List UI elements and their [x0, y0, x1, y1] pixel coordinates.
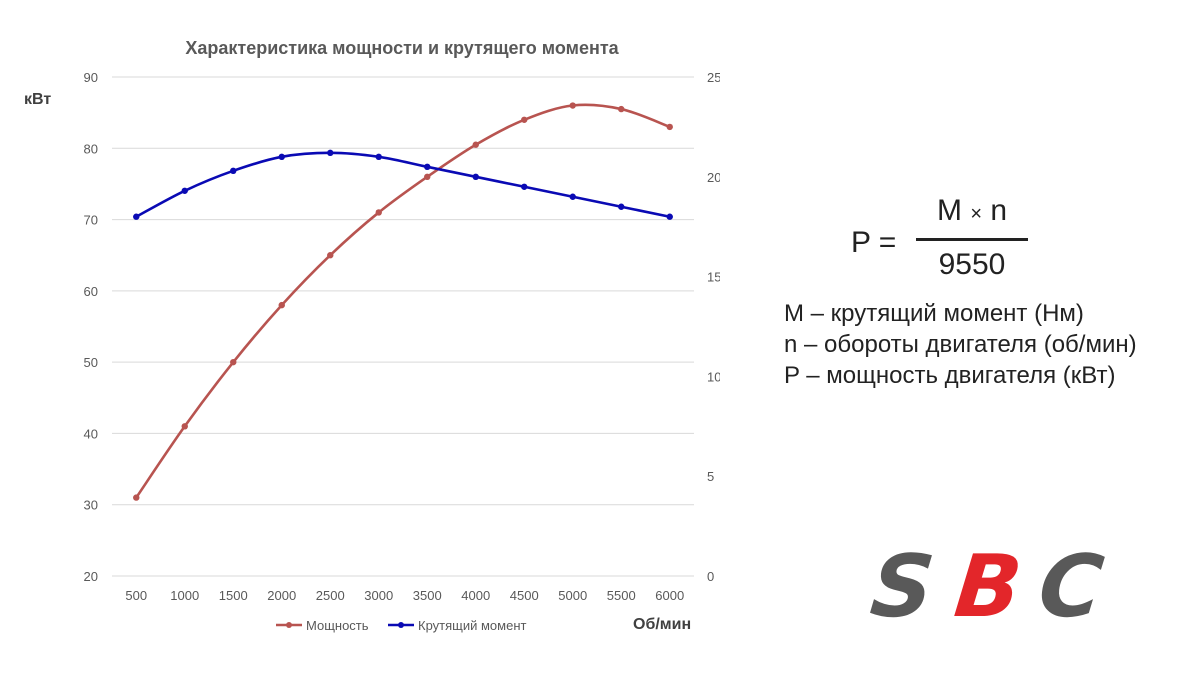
- torque-data-point: [375, 153, 382, 161]
- x-tick: 3500: [413, 588, 442, 603]
- y-left-tick: 90: [84, 70, 98, 85]
- y-left-tick: 60: [84, 284, 98, 299]
- y-right-tick: 0: [707, 569, 714, 584]
- x-tick: 500: [125, 588, 147, 603]
- torque-data-point: [472, 173, 479, 180]
- torque-data-point: [133, 213, 140, 220]
- power-data-point: [133, 494, 140, 501]
- logo-letter: B: [950, 544, 1026, 624]
- x-tick: 1000: [170, 588, 199, 603]
- y-left-tick: 50: [84, 355, 98, 370]
- x-tick: 1500: [219, 588, 248, 603]
- y-left-unit: кВт: [24, 91, 51, 108]
- x-tick: 5500: [607, 588, 636, 603]
- formula-multiply: ×: [970, 203, 982, 225]
- formula-n: n: [990, 194, 1008, 227]
- power-torque-chart: Характеристика мощности и крутящего моме…: [24, 38, 720, 633]
- power-data-point: [278, 301, 285, 309]
- power-data-point: [521, 116, 528, 123]
- y-right-tick: 10: [707, 369, 720, 384]
- formula-fraction-bar: [916, 238, 1028, 241]
- chart-legend: Мощность Крутящий момент: [276, 618, 526, 633]
- power-data-point: [618, 105, 625, 113]
- power-series-line: [135, 103, 671, 499]
- x-tick: 3000: [364, 588, 393, 603]
- torque-data-point: [618, 203, 625, 210]
- y-left-tick: 80: [84, 141, 98, 156]
- power-data-point: [181, 423, 188, 430]
- torque-data-point: [424, 163, 431, 171]
- power-data-point: [375, 209, 382, 216]
- power-data-point: [472, 141, 479, 148]
- power-data-point: [327, 252, 334, 259]
- definition-torque: M – крутящий момент (Нм): [784, 300, 1084, 327]
- y-left-tick: 30: [84, 498, 98, 513]
- legend-power-label: Мощность: [306, 618, 369, 633]
- definition-power: P – мощность двигателя (кВт): [784, 362, 1116, 389]
- legend-torque-marker: [398, 622, 404, 628]
- x-tick: 4500: [510, 588, 539, 603]
- torque-data-point: [230, 167, 237, 175]
- grid-lines: [112, 76, 694, 577]
- y-left-tick: 20: [84, 569, 98, 584]
- chart-title: Характеристика мощности и крутящего моме…: [185, 38, 619, 58]
- logo-letter: S: [868, 544, 939, 624]
- y-right-tick: 15: [707, 270, 720, 285]
- torque-data-point: [666, 213, 673, 220]
- logo-letter: C: [1034, 544, 1108, 624]
- power-data-point: [424, 173, 431, 180]
- legend-power-marker: [286, 622, 292, 628]
- formula-lhs: P =: [851, 226, 897, 259]
- y-right-tick: 20: [707, 170, 720, 185]
- torque-data-point: [569, 193, 576, 200]
- y-right-tick: 25: [707, 70, 720, 85]
- torque-data-point: [521, 183, 528, 190]
- formula-m: M: [936, 194, 962, 227]
- legend-torque-label: Крутящий момент: [418, 618, 526, 633]
- series-lines: [133, 102, 673, 501]
- formula-numerator: M × n: [916, 194, 1028, 228]
- tick-labels: 20 30 40 50 60 70 80 90 0 5 10 15 20 25 500 1000 1500 200…: [84, 70, 720, 603]
- y-left-tick: 70: [84, 213, 98, 228]
- formula-denominator: 9550: [938, 248, 1006, 281]
- y-left-tick: 40: [84, 426, 98, 441]
- x-tick: 6000: [655, 588, 684, 603]
- x-tick: 5000: [558, 588, 587, 603]
- torque-series-line: [135, 151, 671, 218]
- x-tick: 2000: [267, 588, 296, 603]
- x-tick: 4000: [461, 588, 490, 603]
- torque-data-point: [327, 149, 334, 157]
- power-data-point: [666, 123, 673, 131]
- power-data-point: [569, 102, 576, 109]
- x-tick: 2500: [316, 588, 345, 603]
- torque-data-point: [278, 153, 285, 161]
- torque-data-point: [181, 187, 188, 194]
- power-data-point: [230, 358, 237, 366]
- definition-rpm: n – обороты двигателя (об/мин): [784, 331, 1137, 358]
- x-axis-unit: Об/мин: [633, 616, 691, 633]
- y-right-tick: 5: [707, 469, 714, 484]
